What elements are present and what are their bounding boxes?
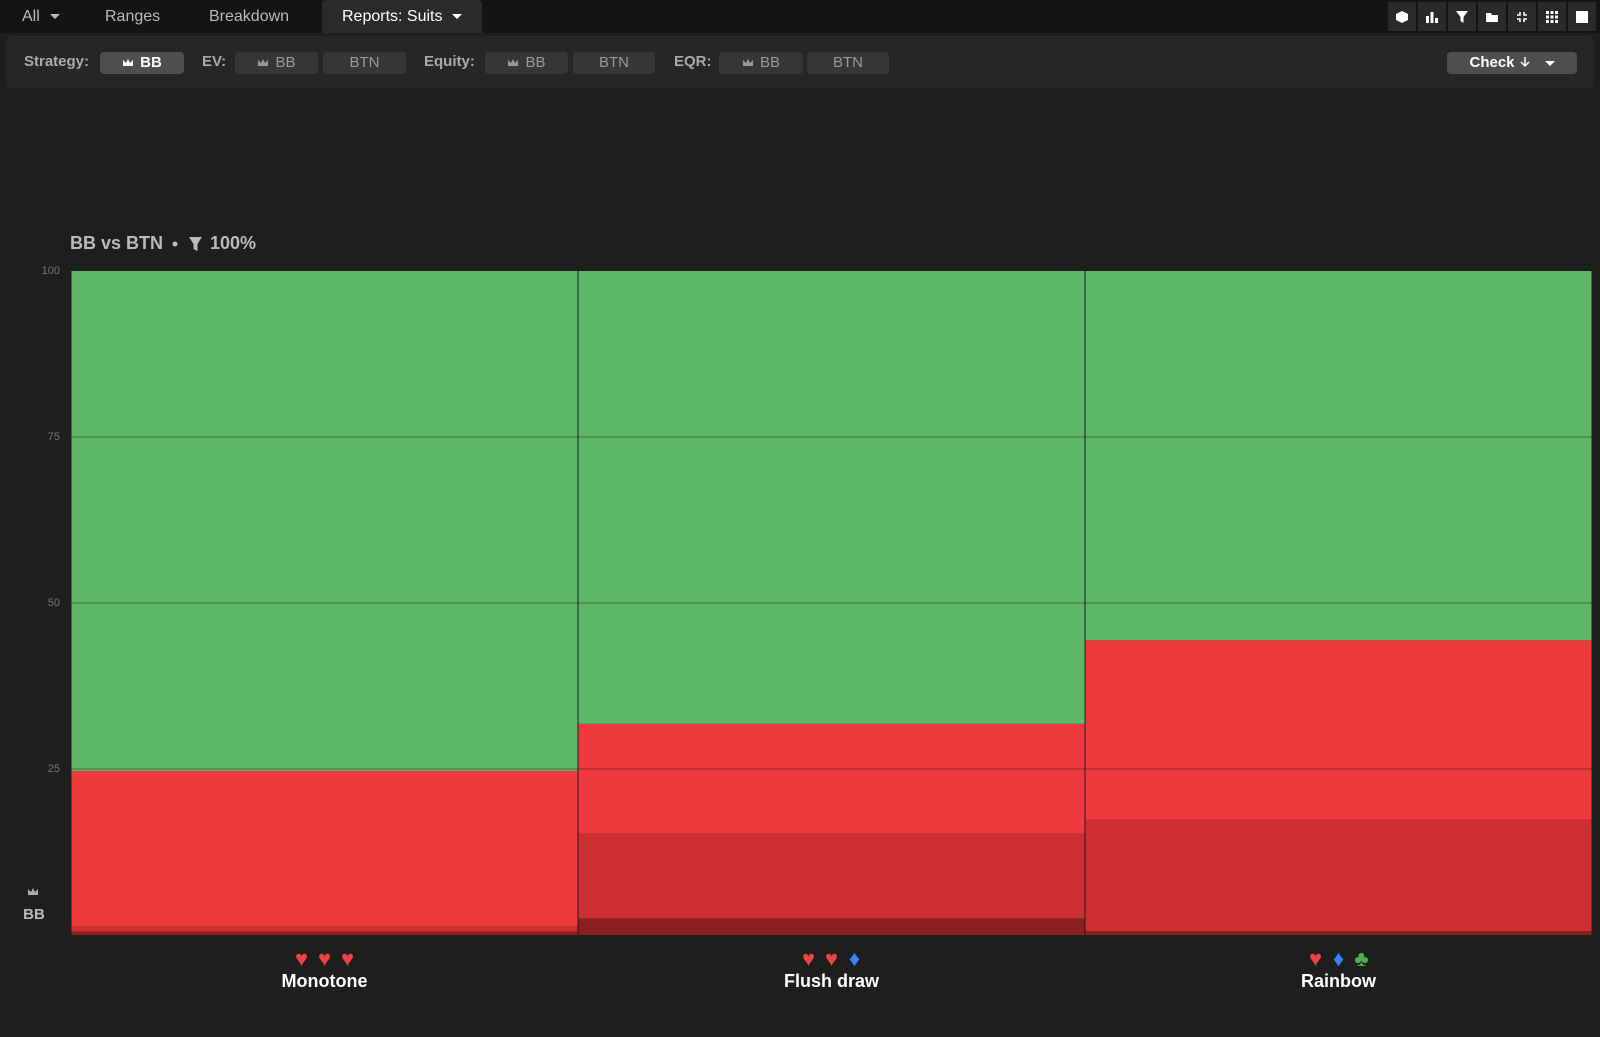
toolbar: Strategy: BB EV: BB BTN Equity: BB BTN E…: [6, 36, 1594, 88]
bar-segment: [71, 931, 578, 935]
tab[interactable]: Ranges: [85, 0, 180, 33]
button-label: BB: [275, 54, 296, 71]
x-tick-label: Flush draw: [784, 971, 880, 991]
bar-segment: [1085, 640, 1592, 820]
bar-segment: [578, 271, 1085, 724]
suit-icon: ♥: [295, 946, 308, 971]
toggle-button[interactable]: BTN: [323, 52, 406, 74]
tab-label: Ranges: [105, 8, 161, 25]
tab[interactable]: All: [2, 0, 80, 33]
tab-label: All: [22, 8, 40, 25]
x-tick-label: Monotone: [282, 971, 368, 991]
button-label: BB: [140, 54, 162, 71]
icon-button[interactable]: [1448, 2, 1476, 31]
crown-icon: [258, 59, 269, 66]
bar-segment: [1085, 819, 1592, 932]
icon-button[interactable]: [1388, 2, 1416, 31]
icon-button[interactable]: [1568, 2, 1596, 31]
tab-bar: All Ranges Breakdown Reports: Suits: [0, 0, 1600, 33]
suit-icon: ♥: [341, 946, 354, 971]
tab[interactable]: Reports: Suits: [322, 0, 483, 33]
button-label: BTN: [599, 54, 629, 71]
tab-label: Breakdown: [209, 8, 290, 25]
bar-segment: [71, 926, 578, 932]
tab[interactable]: Breakdown: [189, 0, 309, 33]
button-label: BB: [759, 54, 780, 71]
y-axis-label: BB: [23, 906, 45, 923]
button-label: Check: [1469, 54, 1515, 71]
icon-group: [1388, 2, 1596, 31]
suit-icon: ♦: [849, 946, 860, 971]
crown-icon: [742, 59, 753, 66]
button-label: BTN: [349, 54, 380, 71]
y-tick-label: 50: [48, 597, 60, 609]
icon-button[interactable]: [1538, 2, 1566, 31]
y-tick-label: 25: [48, 763, 60, 775]
toggle-button[interactable]: BTN: [807, 52, 889, 74]
y-tick-label: 75: [48, 431, 60, 443]
x-tick-label: Rainbow: [1301, 971, 1377, 991]
y-tick-label: 100: [42, 265, 60, 277]
suit-icon: ♥: [802, 946, 815, 971]
bar-segment: [71, 770, 578, 927]
suit-icon: ♥: [1309, 946, 1322, 971]
button-label: BB: [525, 54, 546, 71]
crown-icon: [508, 59, 519, 66]
bar-segment: [578, 723, 1085, 834]
bar-segment: [578, 918, 1085, 935]
label: EV:: [202, 53, 227, 70]
bar-segment: [1085, 931, 1592, 935]
toggle-button[interactable]: BB: [100, 52, 184, 74]
icon-button[interactable]: [1478, 2, 1506, 31]
filter-value: 100%: [210, 233, 256, 253]
suit-icon: ♥: [825, 946, 838, 971]
filter-icon: [189, 237, 202, 251]
crown-icon: [28, 888, 38, 895]
toggle-button[interactable]: BB: [235, 52, 318, 74]
label: Strategy:: [24, 53, 90, 70]
tab-label: Reports: Suits: [342, 8, 443, 25]
toggle-button[interactable]: BB: [719, 52, 803, 74]
bar-segment: [71, 271, 578, 771]
suit-icon: ♦: [1333, 946, 1344, 971]
separator: [172, 241, 178, 247]
toggle-button[interactable]: BTN: [573, 52, 655, 74]
icon-button[interactable]: [1508, 2, 1536, 31]
crown-icon: [123, 59, 134, 66]
label: Equity:: [424, 53, 475, 70]
bar-segment: [578, 833, 1085, 919]
button-label: BTN: [833, 54, 863, 71]
suit-icon: ♥: [318, 946, 331, 971]
bar-segment: [1085, 271, 1592, 641]
toggle-button[interactable]: BB: [485, 52, 568, 74]
dropdown[interactable]: Check: [1447, 52, 1577, 74]
chart-title: BB vs BTN: [70, 233, 163, 253]
label: EQR:: [674, 53, 712, 70]
icon-button[interactable]: [1418, 2, 1446, 31]
suit-icon: ♣: [1354, 946, 1368, 971]
